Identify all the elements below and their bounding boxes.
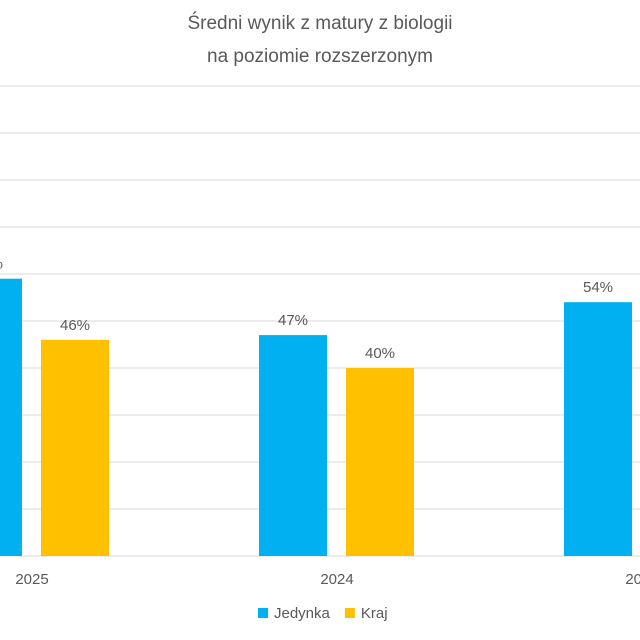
x-tick-label: 2023 — [625, 571, 640, 588]
bar-kraj-2025 — [41, 339, 109, 556]
legend-swatch-kraj — [344, 608, 355, 618]
data-label: 47% — [278, 312, 308, 329]
chart-title-line-1: Średni wynik z matury z biologii — [187, 12, 452, 34]
bar-jedynka-2023 — [564, 302, 632, 556]
data-label: 40% — [365, 345, 395, 362]
legend-label-jedynka: Jedynka — [274, 605, 331, 622]
chart-title-line-2: na poziomie rozszerzonym — [207, 46, 433, 67]
data-label: 59% — [0, 256, 3, 273]
x-tick-label: 2024 — [320, 571, 353, 588]
data-label: 54% — [583, 279, 613, 296]
legend-label-kraj: Kraj — [361, 605, 388, 622]
data-label: 46% — [60, 317, 90, 334]
x-tick-label: 2025 — [15, 571, 48, 588]
bar-jedynka-2024 — [259, 335, 327, 556]
bar-kraj-2024 — [346, 368, 414, 556]
legend-swatch-jedynka — [258, 608, 268, 618]
bar-jedynka-2025 — [0, 278, 22, 556]
